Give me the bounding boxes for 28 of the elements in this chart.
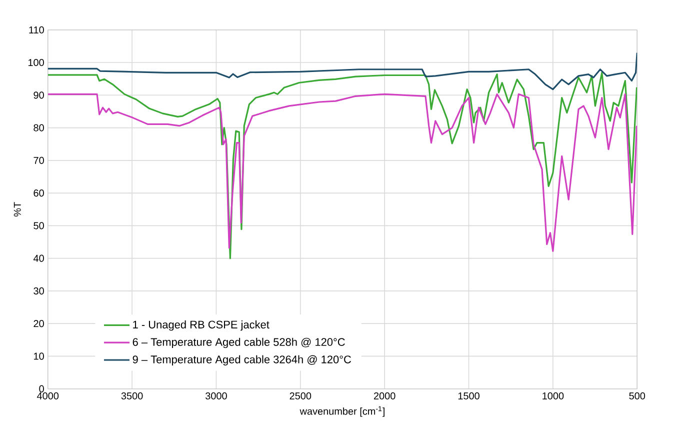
y-tick-label: 100 (28, 59, 44, 66)
x-tick-label: 2500 (290, 392, 312, 400)
y-tick-label: 40 (33, 254, 44, 262)
y-tick-label: 10 (34, 352, 44, 360)
y-tick-label: 80 (34, 124, 44, 132)
y-tick-label: 0 (39, 385, 44, 393)
y-tick-label: 20 (34, 320, 44, 328)
y-tick-label: 90 (34, 92, 44, 99)
x-tick-label: 4000 (37, 392, 59, 400)
x-tick-label: 1500 (458, 392, 480, 400)
x-tick-label: 3500 (121, 392, 143, 400)
legend-label: 6 – Temperature Aged cable 528h @ 120°C (132, 338, 345, 348)
line-series (48, 72, 638, 260)
y-tick-label: 50 (34, 222, 44, 230)
x-tick-label: 1000 (542, 392, 564, 400)
legend-label: 9 – Temperature Aged cable 3264h @ 120°C (132, 355, 351, 366)
y-tick-label: 60 (34, 190, 44, 197)
x-tick-label: 2000 (374, 392, 396, 400)
x-tick-label: 3000 (206, 392, 227, 400)
y-tick-label: 70 (34, 157, 44, 164)
y-tick-label: 30 (34, 288, 44, 295)
line-series (48, 52, 638, 90)
legend-label: 1 - Unaged RB CSPE jacket (133, 320, 270, 331)
line-series (48, 94, 638, 252)
x-tick-label: 500 (629, 392, 646, 400)
y-axis-title: %T (14, 202, 21, 217)
x-axis-title: wavenumber [cm$^{-1}$] (300, 406, 384, 417)
y-tick-label: 110 (29, 26, 44, 34)
